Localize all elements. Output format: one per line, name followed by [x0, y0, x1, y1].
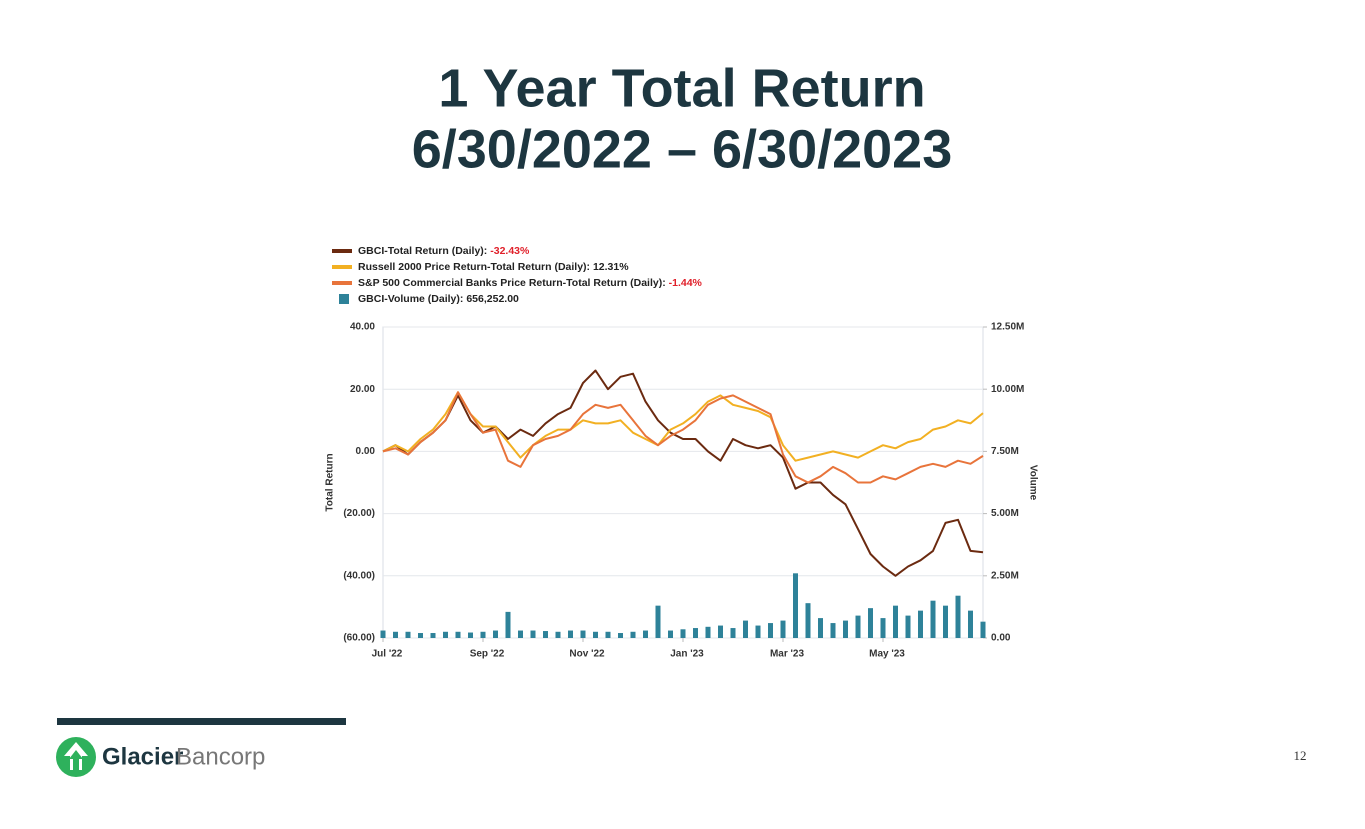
legend-swatch — [332, 265, 352, 269]
volume-bar — [743, 620, 748, 638]
volume-bar — [780, 620, 786, 638]
volume-bar — [568, 630, 573, 638]
volume-bar — [955, 595, 961, 638]
legend-value: 656,252.00 — [466, 293, 519, 305]
volume-bar — [555, 631, 561, 638]
y-tick-label: (60.00) — [343, 633, 375, 644]
legend-name: GBCI-Total Return (Daily): — [358, 245, 487, 257]
volume-bar — [818, 618, 823, 638]
volume-bar — [618, 633, 623, 638]
volume-bar — [443, 631, 448, 638]
series-line — [382, 391, 984, 484]
x-tick-label: Sep '22 — [470, 649, 505, 660]
volume-bar — [730, 628, 736, 638]
volume-bar — [918, 610, 923, 638]
volume-bar — [793, 573, 798, 638]
legend-label: S&P 500 Commercial Banks Price Return-To… — [358, 277, 703, 289]
y-tick-label: (40.00) — [343, 570, 375, 581]
volume-bar — [718, 625, 723, 638]
page-number: 12 — [1294, 748, 1307, 763]
legend-label: Russell 2000 Price Return-Total Return (… — [358, 261, 629, 273]
legend-label: GBCI-Volume (Daily): 656,252.00 — [358, 293, 519, 305]
x-tick-label: Nov '22 — [569, 649, 605, 660]
slide-title: 1 Year Total Return — [438, 58, 925, 118]
x-tick-label: Mar '23 — [770, 649, 805, 660]
y2-tick-label: 5.00M — [991, 508, 1019, 519]
volume-bar — [505, 611, 511, 638]
volume-bar — [693, 628, 698, 638]
volume-bar — [480, 631, 486, 638]
volume-bar — [530, 630, 536, 638]
x-tick-label: May '23 — [869, 649, 905, 660]
legend-swatch — [332, 249, 352, 253]
volume-bar — [430, 633, 436, 638]
volume-bar — [418, 633, 423, 638]
legend-name: S&P 500 Commercial Banks Price Return-To… — [358, 277, 666, 289]
x-tick-label: Jul '22 — [372, 649, 403, 660]
legend-value: -1.44% — [669, 277, 703, 289]
y2-tick-label: 7.50M — [991, 446, 1019, 457]
legend-swatch — [332, 281, 352, 285]
volume-bar — [643, 630, 648, 638]
legend-swatch — [339, 294, 349, 304]
y2-tick-label: 10.00M — [991, 384, 1024, 395]
volume-bar — [880, 618, 886, 638]
volume-bar — [868, 608, 873, 638]
volume-bar — [405, 631, 411, 638]
volume-bar — [968, 610, 973, 638]
volume-bar — [980, 621, 986, 638]
y-tick-label: 40.00 — [350, 322, 375, 333]
volume-bar — [468, 632, 473, 638]
brand-bold: Glacier — [102, 743, 183, 770]
volume-bar — [668, 630, 673, 638]
volume-bar — [493, 630, 498, 638]
legend-value: -32.43% — [490, 245, 530, 257]
brand-light: Bancorp — [176, 743, 265, 770]
legend-name: GBCI-Volume (Daily): — [358, 293, 463, 305]
y-tick-label: 20.00 — [350, 384, 375, 395]
volume-bar — [943, 605, 948, 638]
y2-tick-label: 2.50M — [991, 570, 1019, 581]
y2-axis-title: Volume — [1027, 465, 1038, 501]
volume-bar — [680, 629, 686, 638]
volume-bar — [455, 631, 461, 638]
volume-bar — [630, 631, 636, 638]
volume-bar — [805, 603, 811, 638]
volume-bar — [893, 605, 898, 638]
y2-tick-label: 0.00 — [991, 633, 1011, 644]
volume-bar — [855, 615, 861, 638]
volume-bar — [705, 626, 711, 638]
volume-bar — [768, 623, 773, 638]
y2-tick-label: 12.50M — [991, 322, 1024, 333]
slide-subtitle: 6/30/2022 – 6/30/2023 — [412, 119, 953, 179]
footer-rule — [57, 718, 346, 725]
y-tick-label: 0.00 — [356, 446, 376, 457]
legend-label: GBCI-Total Return (Daily): -32.43% — [358, 245, 530, 257]
volume-bar — [580, 630, 586, 638]
volume-bar — [843, 620, 848, 638]
series-line — [382, 391, 984, 462]
volume-bar — [380, 630, 386, 638]
y-axis-title: Total Return — [325, 453, 336, 511]
chart: 40.00 20.00 0.00 (20.00) (40.00) (60.00) 12.50… — [325, 245, 1039, 660]
volume-bar — [655, 605, 661, 638]
legend-name: Russell 2000 Price Return-Total Return (… — [358, 261, 590, 273]
volume-bar — [393, 631, 398, 638]
x-tick-label: Jan '23 — [670, 649, 704, 660]
volume-bar — [593, 631, 598, 638]
volume-bar — [930, 600, 936, 638]
volume-bar — [543, 631, 548, 638]
volume-bar — [518, 630, 523, 638]
volume-bar — [905, 615, 911, 638]
volume-bar — [605, 631, 611, 638]
volume-bar — [830, 623, 836, 638]
y-tick-label: (20.00) — [343, 508, 375, 519]
volume-bar — [755, 625, 761, 638]
legend-value: 12.31% — [593, 261, 629, 273]
logo-icon — [56, 737, 96, 777]
